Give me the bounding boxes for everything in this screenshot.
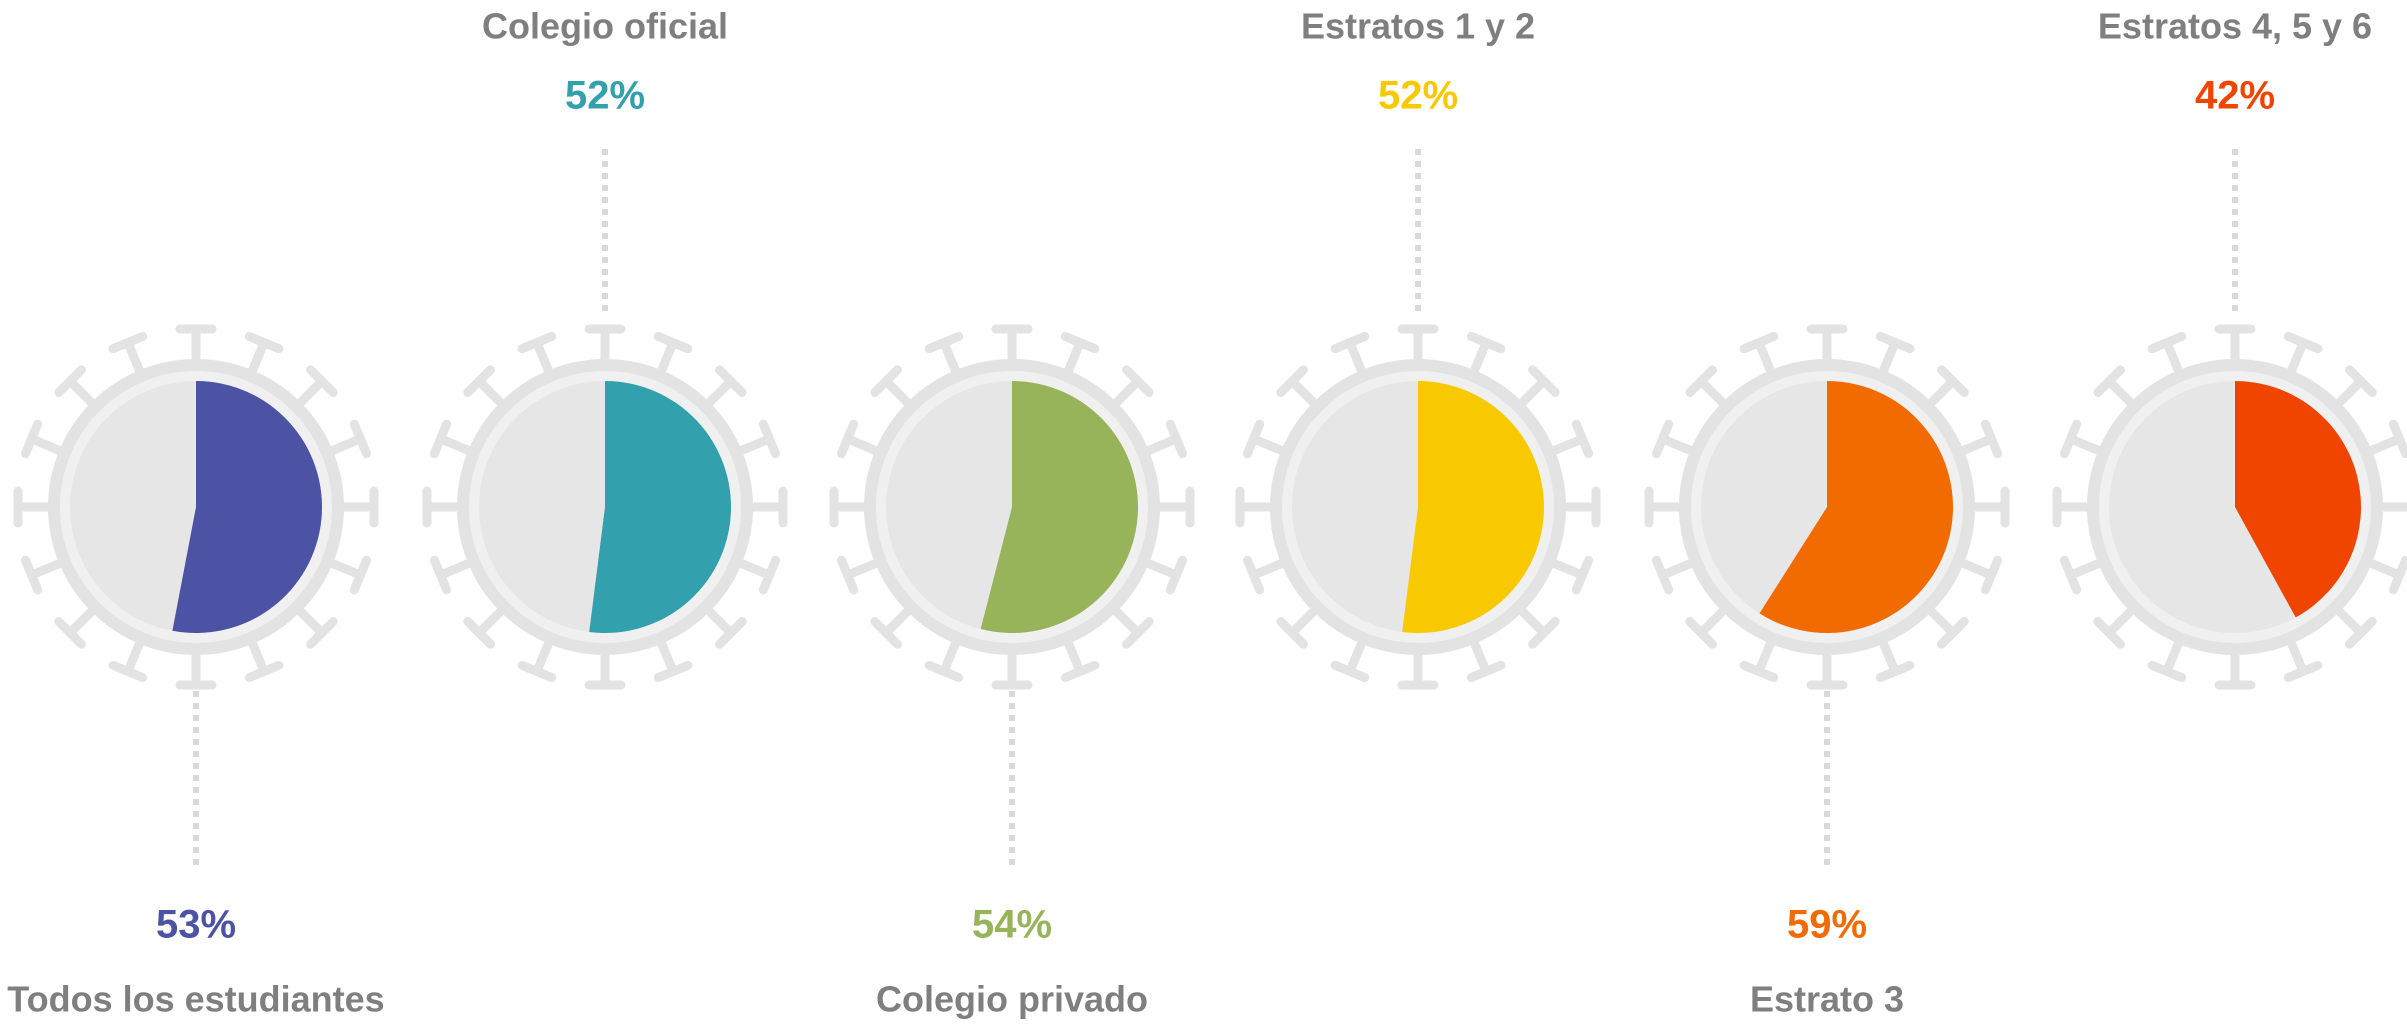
virus-spike-cap [836,555,859,595]
virus-spike-cap [1651,555,1674,595]
virus-spike-cap [2093,617,2125,649]
virus-spike-cap [54,365,86,397]
virus-spike-cap [1651,419,1674,459]
virus-spike-cap [1685,365,1717,397]
virus-spike-cap [463,617,495,649]
virus-spike-cap [1980,419,2003,459]
virus-spike-cap [836,419,859,459]
virus-spike-cap [1330,660,1370,683]
value-label: 42% [2195,74,2275,118]
virus-spike-cap [1937,365,1969,397]
virus-spike-cap [1276,617,1308,649]
virus-spike-cap [2093,365,2125,397]
virus-spike-cap [349,555,372,595]
value-label: 52% [565,74,645,118]
virus-spike-cap [1466,331,1506,354]
virus-spike-cap [463,365,495,397]
virus-spike-cap [715,617,747,649]
value-label: 53% [156,903,236,947]
virus-spike-cap [1060,331,1100,354]
virus-spike-cap [715,365,747,397]
pie-title: Estratos 1 y 2 [1301,6,1535,47]
virus-spike-cap [429,419,452,459]
virus-spike-cap [1242,555,1265,595]
virus-spike-cap [54,617,86,649]
virus-spike-cap [2388,419,2407,459]
virus-spike-cap [306,365,338,397]
virus-spike-cap [1276,365,1308,397]
virus-spike-cap [1122,617,1154,649]
virus-spike-cap [2283,331,2323,354]
virus-spike-cap [1875,660,1915,683]
virus-spike-cap [1571,555,1594,595]
virus-spike-cap [758,555,781,595]
virus-spike-cap [1122,365,1154,397]
value-label: 52% [1378,74,1458,118]
virus-spike-cap [2059,555,2082,595]
pie-title: Estratos 4, 5 y 6 [2098,6,2372,47]
pie-slice [2235,381,2361,618]
virus-spike-cap [2059,419,2082,459]
virus-spike-cap [870,617,902,649]
value-label: 54% [972,903,1052,947]
pie-slice [1402,381,1544,633]
virus-spike-cap [1937,617,1969,649]
pie-slice [1759,381,1953,633]
virus-spike-cap [349,419,372,459]
virus-spike-cap [653,660,693,683]
virus-spike-cap [1875,331,1915,354]
virus-spike-cap [108,331,148,354]
virus-spike-cap [429,555,452,595]
virus-spike-cap [1466,660,1506,683]
virus-spike-cap [306,617,338,649]
virus-spike-cap [2345,365,2377,397]
virus-spike-cap [1330,331,1370,354]
virus-spike-cap [2283,660,2323,683]
virus-spike-cap [244,331,284,354]
virus-spike-cap [924,660,964,683]
virus-spike-cap [517,660,557,683]
pie-slice [172,381,323,633]
virus-spike-cap [1528,365,1560,397]
virus-spike-cap [1685,617,1717,649]
virus-spike-cap [1060,660,1100,683]
pie-slice [980,381,1138,633]
virus-spike-cap [2345,617,2377,649]
pie-title: Colegio oficial [482,6,728,47]
virus-spike-cap [1739,331,1779,354]
virus-spike-cap [2388,555,2407,595]
virus-spike-cap [924,331,964,354]
virus-spike-cap [1528,617,1560,649]
virus-spike-cap [1165,555,1188,595]
value-label: 59% [1787,903,1867,947]
virus-spike-cap [244,660,284,683]
pie-title: Todos los estudiantes [7,979,384,1020]
pie-title: Colegio privado [876,979,1148,1020]
pie-slice [589,381,731,633]
virus-spike-cap [758,419,781,459]
pie-title: Estrato 3 [1750,979,1904,1020]
virus-spike-cap [2147,331,2187,354]
virus-spike-cap [20,555,43,595]
virus-spike-cap [517,331,557,354]
virus-spike-cap [1980,555,2003,595]
virus-spike-cap [108,660,148,683]
virus-spike-cap [20,419,43,459]
virus-spike-cap [1739,660,1779,683]
virus-spike-cap [2147,660,2187,683]
virus-spike-cap [1242,419,1265,459]
virus-spike-cap [870,365,902,397]
virus-spike-cap [653,331,693,354]
virus-spike-cap [1165,419,1188,459]
virus-spike-cap [1571,419,1594,459]
